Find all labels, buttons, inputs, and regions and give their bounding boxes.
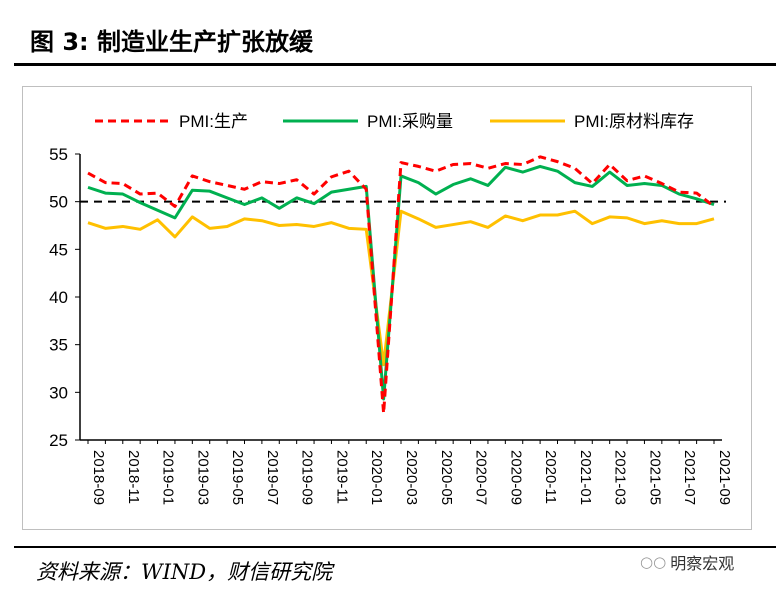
legend-label: PMI:原材料库存 [574,112,694,131]
x-tick-label: 2019-09 [299,450,316,505]
source-note: 资料来源：WIND，财信研究院 [36,560,333,584]
x-tick-label: 2021-09 [716,450,733,505]
chart-frame [22,86,752,530]
wechat-icon: ○○ [640,553,667,571]
y-tick-label: 40 [49,288,68,307]
x-tick-label: 2021-05 [646,450,663,505]
y-tick-label: 25 [49,431,68,450]
watermark-text: 明察宏观 [670,554,735,573]
series-line-2 [87,209,715,367]
axes: 25 30 35 40 45 50 55 2018-09 2018-11 2019-01 2019-… [49,145,733,505]
series-lines [87,155,715,415]
figure-title: 图 3: 制造业生产扩张放缓 [30,28,314,56]
x-tick-label: 2020-01 [368,450,385,505]
y-tick-label: 55 [49,145,68,164]
y-tick-label: 50 [49,193,68,212]
series-line-0 [87,155,715,415]
x-tick-label: 2020-05 [438,450,455,505]
x-tick-label: 2020-07 [473,450,490,505]
watermark: ○○ 明察宏观 [640,550,734,574]
footer-rule [14,546,776,548]
x-tick-label: 2020-03 [403,450,420,505]
legend-label: PMI:生产 [179,112,248,131]
x-tick-label: 2021-07 [681,450,698,505]
x-tick-label: 2019-07 [264,450,281,505]
y-tick-label: 30 [49,383,68,402]
title-rule [14,63,776,66]
x-tick-label: 2020-11 [542,450,559,504]
x-tick-label: 2020-09 [507,450,524,505]
y-tick-label: 35 [49,336,68,355]
legend-label: PMI:采购量 [367,112,453,131]
x-tick-label: 2019-05 [229,450,246,505]
legend: PMI:生产 PMI:采购量 PMI:原材料库存 [95,112,694,131]
x-tick-label: 2019-03 [194,450,211,505]
x-tick-label: 2019-01 [160,450,177,505]
x-tick-label: 2021-01 [577,450,594,505]
x-tick-label: 2018-11 [125,450,142,504]
y-tick-label: 45 [49,240,68,259]
x-tick-label: 2019-11 [333,450,350,504]
x-tick-label: 2018-09 [90,450,107,505]
x-tick-label: 2021-03 [612,450,629,505]
